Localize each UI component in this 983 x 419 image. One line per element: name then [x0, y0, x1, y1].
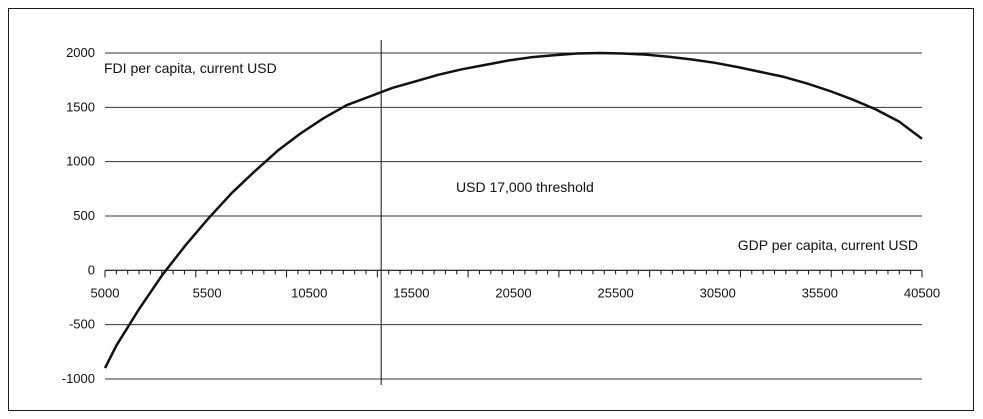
x-tick-label: 25500	[598, 285, 634, 300]
x-tick-label: 30500	[700, 285, 736, 300]
gridlines	[105, 52, 922, 380]
y-tick-label: 1500	[66, 99, 95, 114]
x-tick-label: 15500	[393, 285, 429, 300]
y-tick-label: 1000	[66, 154, 95, 169]
x-tick-label: 10500	[291, 285, 327, 300]
fdi-curve	[103, 51, 923, 369]
x-tick-label: 5500	[193, 285, 222, 300]
threshold-annotation: USD 17,000 threshold	[456, 179, 594, 195]
x-tick-label: 40500	[904, 285, 940, 300]
x-tick-labels: 5000 5500 10500 15500 20500 25500 30500 35500 40…	[91, 285, 941, 300]
x-axis-label: GDP per capita, current USD	[738, 237, 918, 253]
y-tick-label: 2000	[66, 45, 95, 60]
y-tick-label: -500	[69, 317, 95, 332]
y-tick-label: 0	[88, 262, 95, 277]
y-axis-label: FDI per capita, current USD	[104, 60, 277, 76]
y-tick-labels: -1000 -500 0 500 1000 1500 2000	[62, 45, 95, 386]
y-tick-label: 500	[73, 208, 95, 223]
x-axis	[104, 269, 923, 278]
x-tick-label: 35500	[802, 285, 838, 300]
x-tick-label: 5000	[91, 285, 120, 300]
y-tick-label: -1000	[62, 371, 95, 386]
x-tick-label: 20500	[495, 285, 531, 300]
chart-frame	[8, 8, 974, 411]
